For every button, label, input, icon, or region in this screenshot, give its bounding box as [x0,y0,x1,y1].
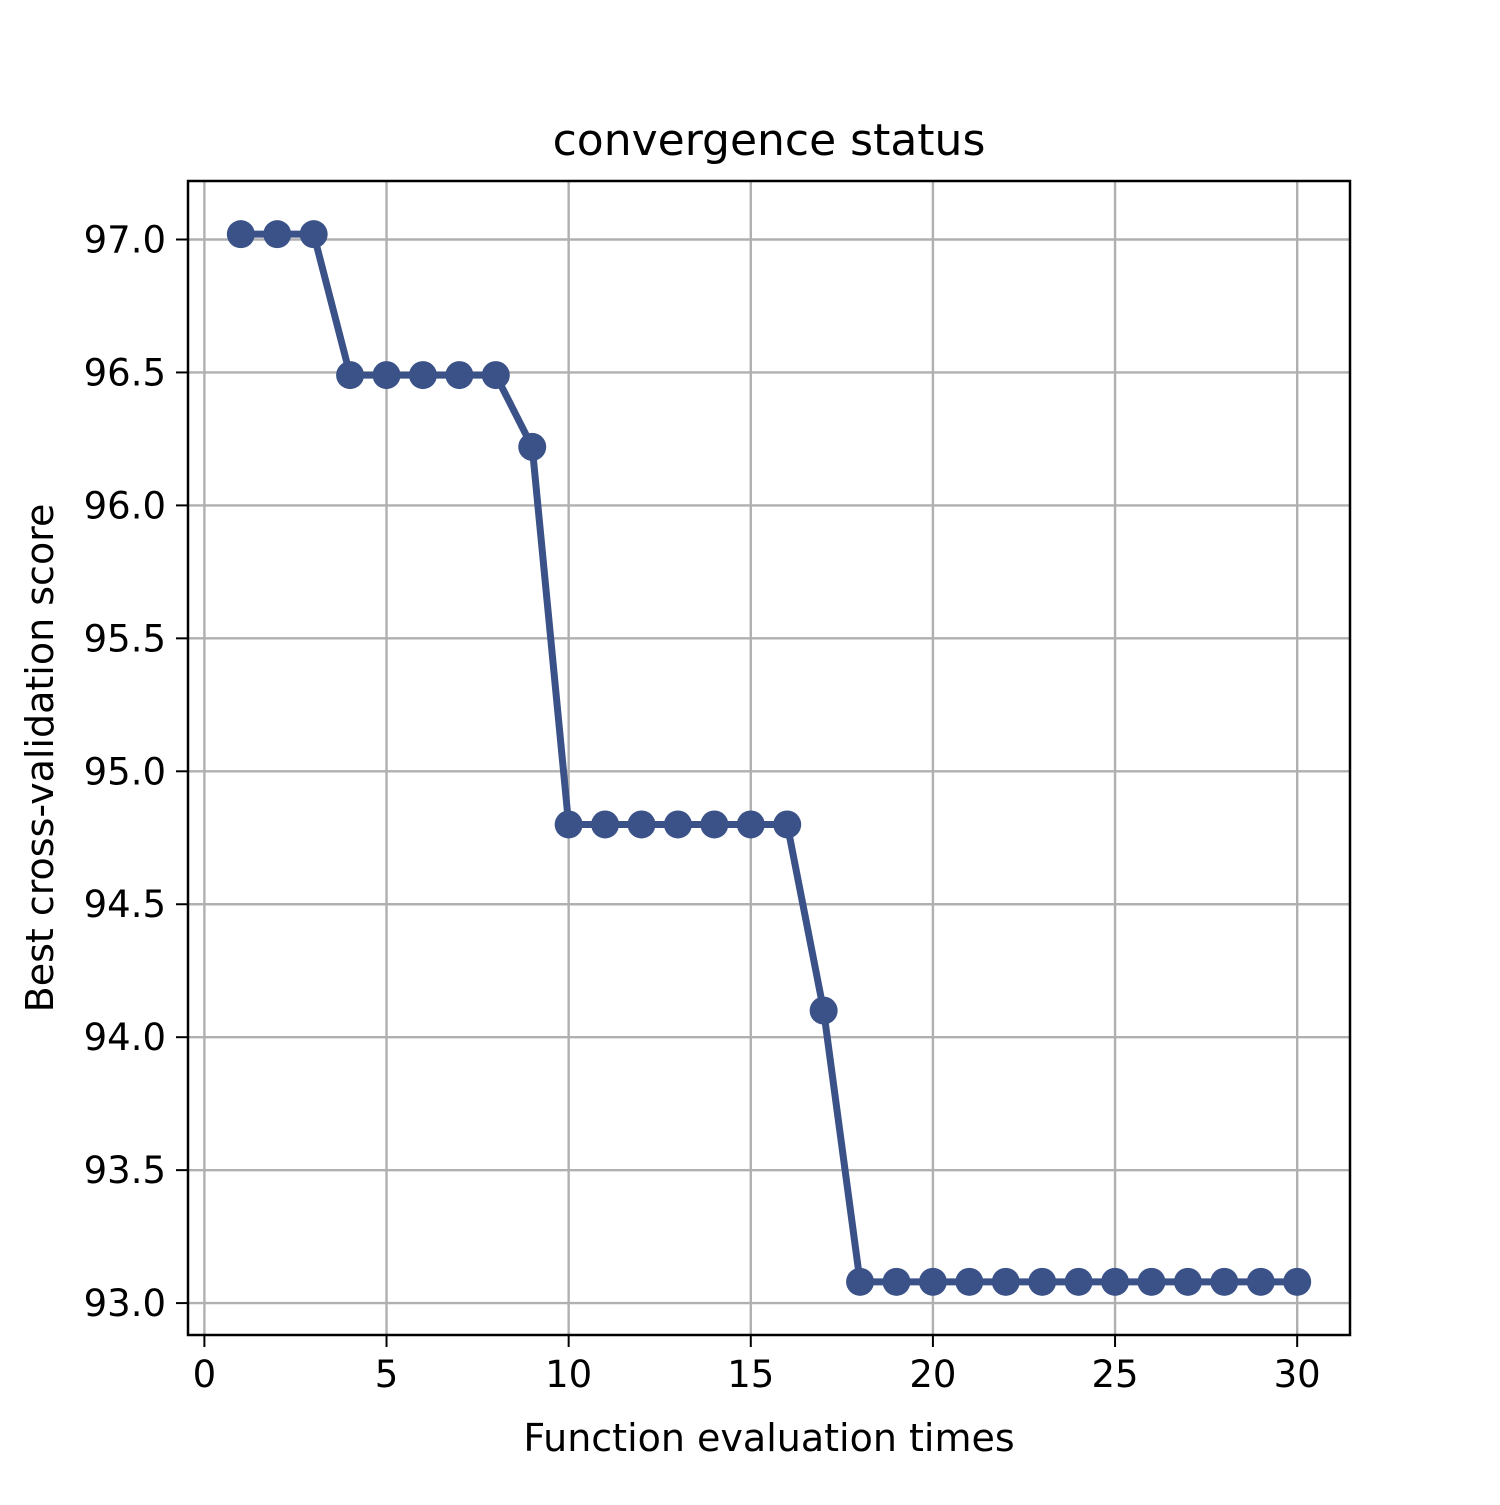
data-point [518,432,547,461]
series-points [226,220,1312,1296]
data-point [700,810,729,839]
x-tick-label: 25 [1092,1353,1139,1396]
series-line-layer [237,230,1301,1286]
data-point [809,996,838,1025]
data-point [408,361,437,390]
data-point [736,810,765,839]
data-point [1137,1267,1166,1296]
data-point [846,1267,875,1296]
y-axis-label: Best cross-validation score [18,504,62,1013]
data-point [1101,1267,1130,1296]
y-tick-label: 94.5 [84,883,166,926]
data-point [481,361,510,390]
y-tick-label: 96.0 [84,484,166,527]
x-tick-label: 20 [909,1353,956,1396]
data-point [336,361,365,390]
data-point [1028,1267,1057,1296]
y-tick-label: 95.0 [84,750,166,793]
y-tick-label: 93.5 [84,1149,166,1192]
x-tick-label: 0 [193,1353,217,1396]
data-point [627,810,656,839]
x-axis-label: Function evaluation times [523,1416,1014,1460]
data-point [591,810,620,839]
data-point [226,220,255,249]
y-tick-label: 96.5 [84,351,166,394]
x-tick-label: 10 [545,1353,592,1396]
data-point [1246,1267,1275,1296]
data-point [445,361,474,390]
data-point [263,220,292,249]
axis-ticks: 0 5 10 15 20 25 30 93.0 93.5 94.0 94.5 95.0 95.5 96.0… [84,218,1321,1396]
series-line [237,230,1301,1286]
y-tick-label: 97.0 [84,218,166,261]
data-point [882,1267,911,1296]
x-tick-label: 5 [375,1353,399,1396]
x-tick-label: 30 [1274,1353,1321,1396]
data-point [299,220,328,249]
data-point [918,1267,947,1296]
data-point [773,810,802,839]
y-tick-label: 94.0 [84,1016,166,1059]
data-point [372,361,401,390]
data-point [1283,1267,1312,1296]
grid [188,181,1350,1335]
plot-frame [186,179,1352,1337]
y-tick-label: 95.5 [84,617,166,660]
data-point [955,1267,984,1296]
data-point [554,810,583,839]
data-point [1210,1267,1239,1296]
x-tick-label: 15 [727,1353,774,1396]
data-point [1064,1267,1093,1296]
y-tick-label: 93.0 [84,1282,166,1325]
chart-title: convergence status [553,115,986,166]
data-point [663,810,692,839]
data-point [1173,1267,1202,1296]
data-point [991,1267,1020,1296]
